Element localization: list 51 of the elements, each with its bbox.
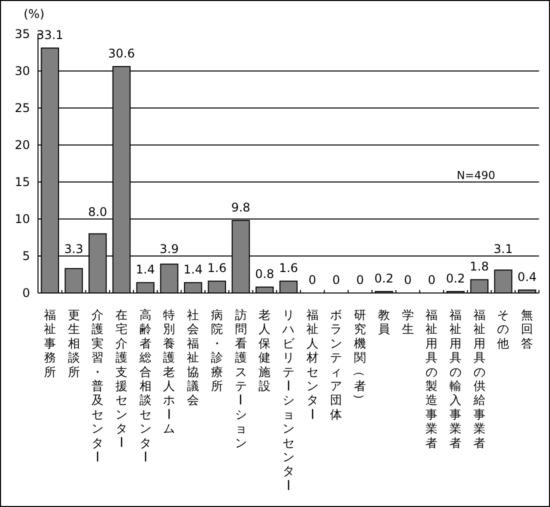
y-tick-label: 20: [14, 138, 30, 152]
data-label: 1.6: [207, 261, 226, 276]
y-axis-title: (%): [24, 7, 44, 21]
data-label: 0.8: [255, 267, 274, 282]
data-label: 0.2: [446, 272, 466, 286]
x-tick-label: 在宅介護支援センター: [114, 308, 128, 448]
x-tick-label: 福祉事務所: [44, 308, 56, 379]
data-label: 0.4: [518, 270, 537, 284]
data-label: 8.0: [88, 205, 108, 219]
data-label: 1.8: [470, 260, 489, 274]
y-tick-label: 35: [14, 27, 30, 41]
data-label: 1.6: [278, 261, 298, 276]
y-tick-label: 15: [14, 175, 30, 189]
x-tick-label: 社会福祉協議会: [187, 308, 200, 408]
data-label: 3.1: [494, 242, 513, 256]
x-tick-label: 教員: [378, 308, 390, 336]
x-tick-label: 福祉用具の供給事業者: [472, 308, 486, 450]
x-tick-label: 研究機関（者）: [352, 308, 367, 406]
data-label: 0: [428, 273, 436, 287]
data-label: 3.9: [160, 242, 179, 256]
x-tick-label: 訪問看護ステーション: [233, 308, 248, 450]
x-tick-label: ボランティア団体: [330, 308, 342, 422]
data-label: 9.8: [231, 200, 250, 214]
x-tick-label: 老人保健施設: [258, 308, 271, 393]
x-tick-label: リハビリテーションセンター: [280, 308, 296, 491]
annotation: N=490: [456, 169, 496, 182]
x-tick-label: 特別養護老人ホーム: [162, 308, 176, 436]
x-tick-label: 福祉人材センター: [304, 308, 319, 420]
data-label: 0: [332, 273, 340, 287]
data-label: 0: [308, 273, 316, 287]
x-tick-label: 更生相談所: [68, 308, 80, 379]
y-tick-label: 30: [14, 64, 30, 78]
x-tick-label: 介護実習・普及センター: [90, 308, 104, 462]
x-tick-label: 福祉用具の製造事業者: [426, 308, 438, 450]
x-tick-label: 無回答: [521, 308, 534, 350]
data-label: 0: [404, 273, 412, 287]
data-label: 0.2: [374, 272, 394, 286]
y-tick-label: 10: [14, 212, 30, 226]
x-tick-label: その他: [497, 308, 510, 350]
y-tick-label: 25: [14, 101, 30, 115]
y-tick-label: 0: [22, 286, 30, 300]
x-tick-label: 高齢者総合相談センター: [138, 308, 152, 462]
data-label: 1.4: [136, 262, 155, 277]
data-label: 1.4: [184, 262, 203, 277]
x-tick-label: 病院・診療所: [210, 308, 223, 393]
x-tick-label: 福祉用具の輸入事業者: [450, 308, 462, 450]
data-label: 3.3: [64, 242, 84, 256]
x-tick-label: 学生: [402, 308, 414, 336]
data-label: 0: [356, 273, 364, 287]
data-label: 30.6: [108, 46, 135, 61]
y-tick-label: 5: [22, 249, 30, 263]
